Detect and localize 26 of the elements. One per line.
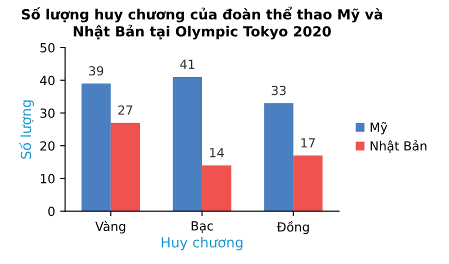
- y-axis-title: Số lượng: [19, 100, 34, 159]
- data-label: 14: [210, 148, 224, 158]
- bar: [293, 156, 323, 212]
- data-label: 17: [301, 138, 315, 148]
- legend-label: Nhật Bản: [370, 140, 426, 153]
- legend-label: Mỹ: [370, 122, 388, 134]
- bar: [264, 103, 294, 212]
- x-axis-title: Huy chương: [162, 236, 242, 250]
- data-label: 33: [272, 86, 286, 96]
- bar: [110, 122, 140, 212]
- bar: [172, 76, 202, 212]
- y-tick-label: 30: [40, 108, 55, 118]
- y-tick-label: 50: [40, 42, 55, 52]
- chart-title: Số lượng huy chương của đoàn thể thao Mỹ và Nhật Bản tại Olympic Tokyo 2020: [22, 6, 382, 40]
- y-tick-label: 10: [40, 174, 55, 184]
- data-label: 41: [180, 60, 194, 69]
- y-tick-label: 40: [40, 76, 55, 86]
- y-tick-label: 0: [48, 206, 55, 216]
- data-label: 27: [118, 105, 132, 115]
- bar: [202, 165, 232, 212]
- y-tick-label: 20: [40, 141, 55, 151]
- x-tick-label: Vàng: [95, 220, 126, 234]
- x-tick-label: Bạc: [192, 221, 213, 233]
- x-tick-label: Đồng: [276, 220, 309, 234]
- data-label: 39: [89, 66, 104, 76]
- bar: [82, 84, 111, 212]
